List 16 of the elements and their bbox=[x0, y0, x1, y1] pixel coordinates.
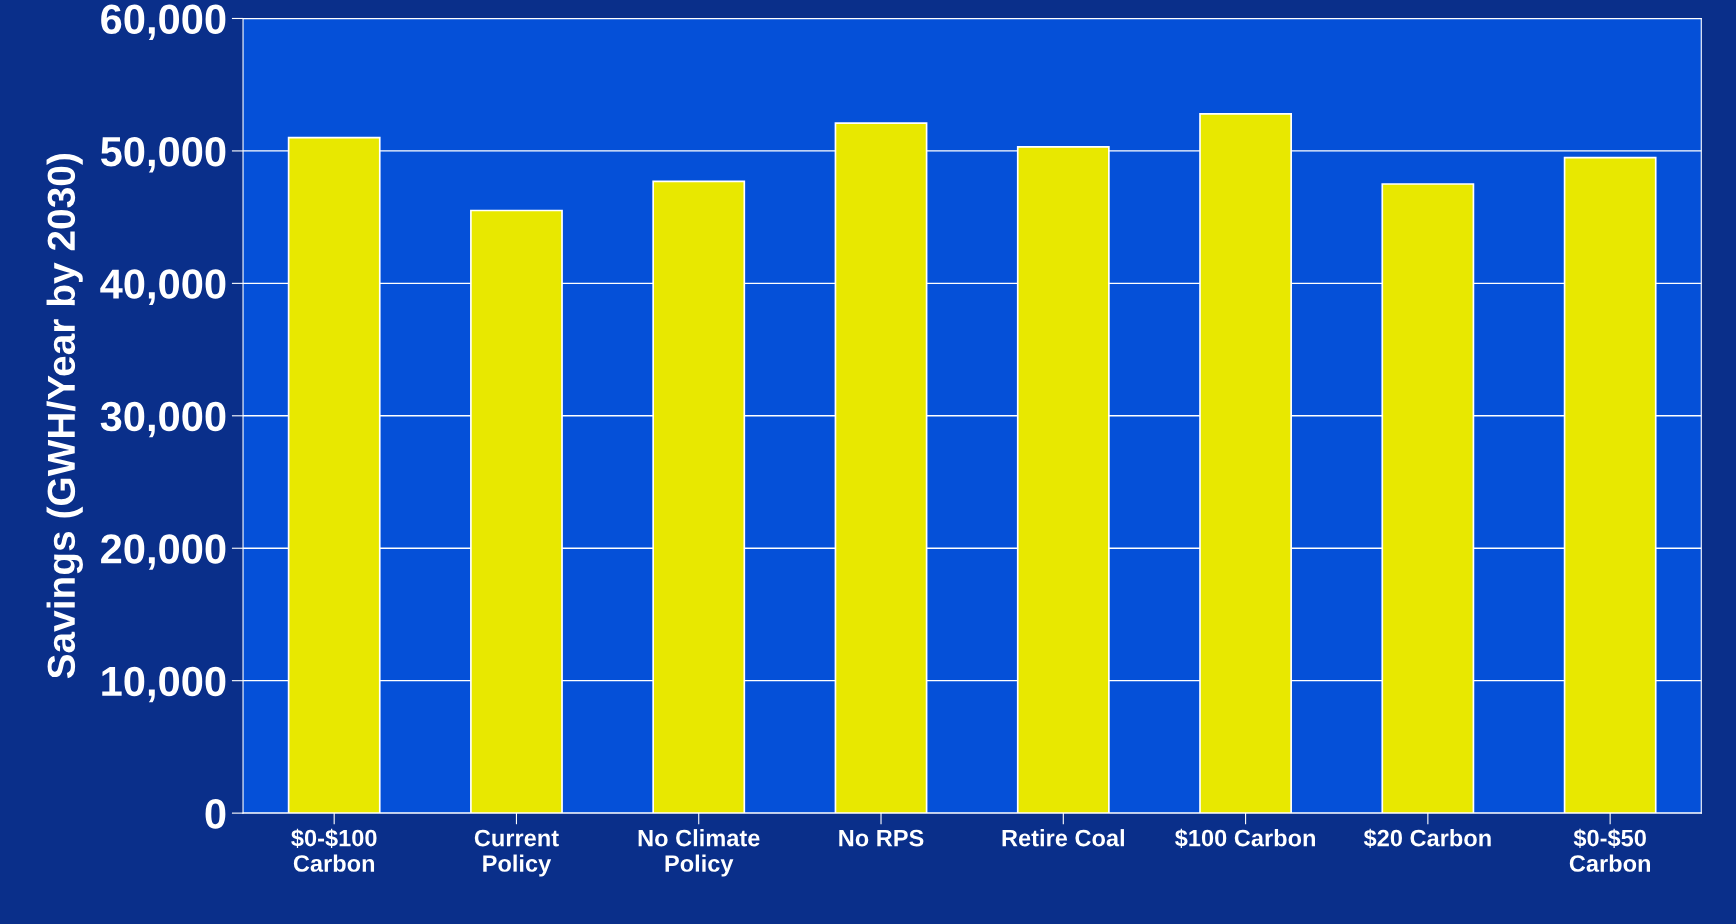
y-axis-title: Savings (GWH/Year by 2030) bbox=[46, 154, 83, 679]
x-tick-label: $20 Carbon bbox=[1363, 828, 1491, 848]
x-tick-label: Retire Coal bbox=[1002, 829, 1124, 847]
x-tick-label: No RPS bbox=[839, 829, 924, 847]
x-tick-label: $0-$50 Carbon bbox=[1569, 828, 1650, 872]
x-tick-label: No Climate Policy bbox=[638, 829, 760, 877]
x-tick-label: Current Policy bbox=[474, 829, 559, 877]
y-tick-label: 40,000 bbox=[100, 269, 226, 305]
y-tick-label: 30,000 bbox=[100, 401, 226, 438]
y-tick-label: 0 bbox=[205, 799, 226, 829]
y-tick-label: 10,000 bbox=[102, 666, 226, 703]
x-tick-label: $100 Carbon bbox=[1175, 828, 1315, 848]
x-tick-label: $0-$100 Carbon bbox=[291, 828, 377, 872]
y-tick-label: 60,000 bbox=[101, 4, 226, 41]
y-tick-label: 20,000 bbox=[101, 534, 226, 570]
y-tick-label: 50,000 bbox=[100, 136, 226, 173]
